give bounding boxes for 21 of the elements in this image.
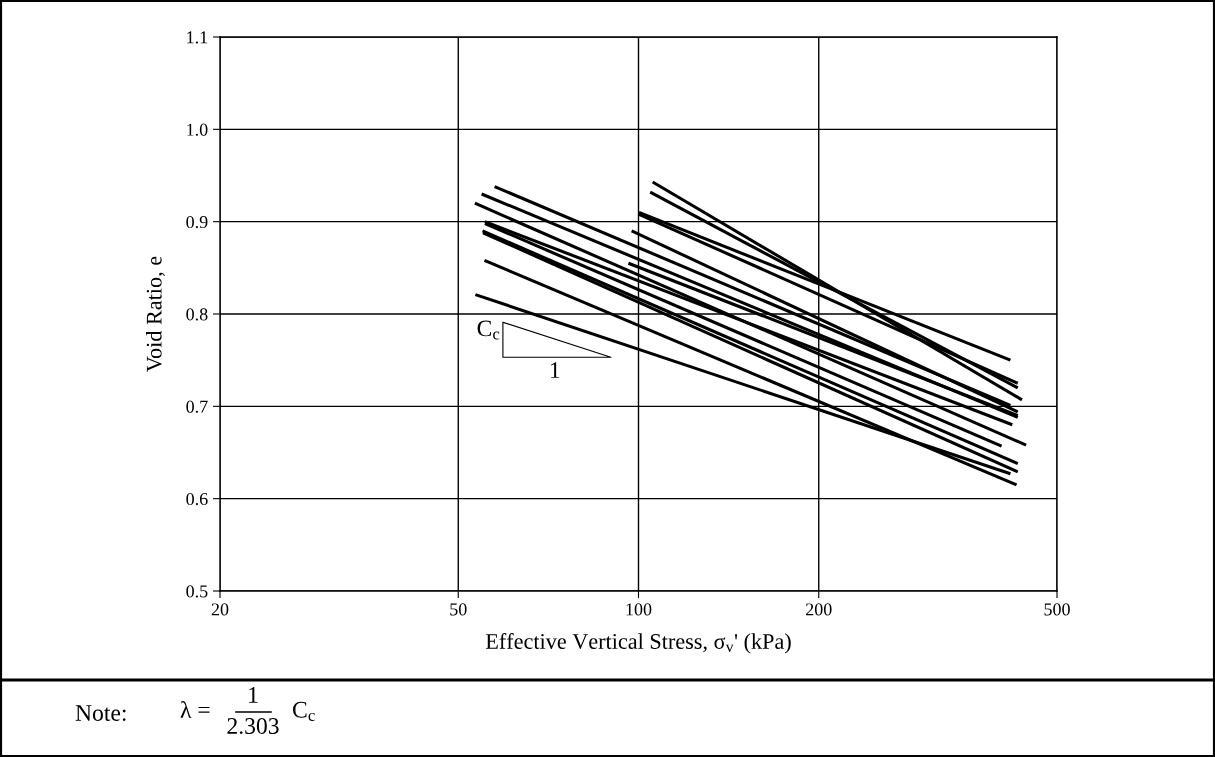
x-tick-label: 200 [805,603,832,616]
x-axis-title: Effective Vertical Stress, σ$_{v}$' (kPa) [485,633,791,654]
x-tick-label: 20 [211,603,229,616]
y-tick-label: 0.7 [186,400,208,413]
text: 2.303 [227,717,279,735]
y-tick-label: 1.0 [187,123,208,136]
y-axis-title: Void Ratio, e [146,256,165,372]
text: 1 [249,687,258,703]
text: C$_{c}$ [292,701,315,721]
x-tick-label: 100 [626,603,652,616]
y-tick-label: 0.8 [186,308,208,321]
x-tick-label: 50 [450,603,467,616]
annotation: 1 [550,362,560,378]
text: Note: [75,705,126,722]
y-tick-label: 0.9 [186,215,208,229]
y-tick-label: 1.1 [187,31,208,44]
y-tick-label: 0.6 [186,492,208,506]
y-tick-label: 0.5 [186,585,208,598]
x-tick-label: 500 [1044,603,1070,616]
annotation: C$_{c}$ [477,320,500,340]
text: λ = [180,701,210,718]
